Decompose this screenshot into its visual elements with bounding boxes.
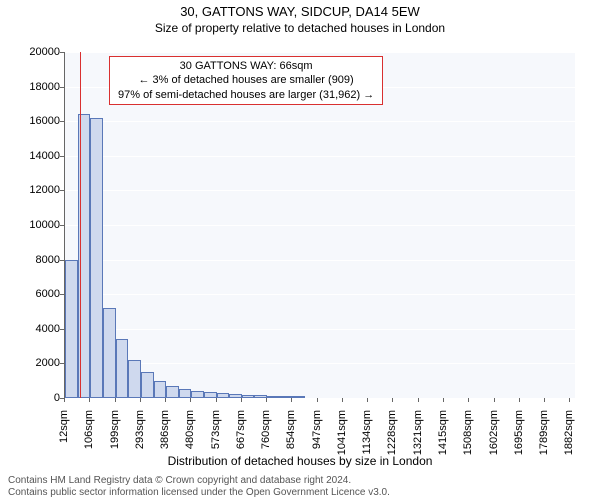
x-tick-label: 1134sqm bbox=[361, 410, 373, 460]
y-tick bbox=[60, 121, 64, 122]
histogram-bar bbox=[292, 396, 304, 398]
grid-line bbox=[65, 225, 575, 226]
x-tick-label: 1415sqm bbox=[437, 410, 449, 460]
y-tick bbox=[60, 363, 64, 364]
x-tick-label: 573sqm bbox=[210, 410, 222, 460]
histogram-bar bbox=[267, 396, 280, 398]
footer-line1: Contains HM Land Registry data © Crown c… bbox=[8, 475, 351, 486]
footer-line2: Contains public sector information licen… bbox=[8, 487, 390, 498]
y-tick bbox=[60, 294, 64, 295]
x-tick bbox=[241, 398, 242, 402]
annotation-line2: ← 3% of detached houses are smaller (909… bbox=[118, 73, 374, 87]
x-tick bbox=[64, 398, 65, 402]
x-tick-label: 1041sqm bbox=[336, 410, 348, 460]
x-tick-label: 854sqm bbox=[285, 410, 297, 460]
y-tick-label: 0 bbox=[10, 392, 60, 404]
x-tick-label: 293sqm bbox=[134, 410, 146, 460]
x-tick bbox=[140, 398, 141, 402]
y-tick bbox=[60, 190, 64, 191]
grid-line bbox=[65, 260, 575, 261]
grid-line bbox=[65, 52, 575, 53]
x-tick bbox=[291, 398, 292, 402]
page-title: 30, GATTONS WAY, SIDCUP, DA14 5EW bbox=[0, 0, 600, 19]
x-tick bbox=[519, 398, 520, 402]
y-tick bbox=[60, 52, 64, 53]
histogram-bar bbox=[116, 339, 129, 398]
y-tick-label: 18000 bbox=[10, 81, 60, 93]
x-tick bbox=[190, 398, 191, 402]
x-tick-label: 199sqm bbox=[109, 410, 121, 460]
x-tick-label: 480sqm bbox=[184, 410, 196, 460]
x-tick bbox=[216, 398, 217, 402]
y-tick-label: 8000 bbox=[10, 254, 60, 266]
y-tick-label: 12000 bbox=[10, 184, 60, 196]
x-tick-label: 1508sqm bbox=[462, 410, 474, 460]
x-tick-label: 12sqm bbox=[58, 410, 70, 460]
x-tick bbox=[494, 398, 495, 402]
x-tick-label: 760sqm bbox=[260, 410, 272, 460]
x-tick-label: 106sqm bbox=[83, 410, 95, 460]
grid-line bbox=[65, 156, 575, 157]
x-tick-label: 1602sqm bbox=[488, 410, 500, 460]
annotation-line3: 97% of semi-detached houses are larger (… bbox=[118, 88, 374, 102]
y-tick-label: 6000 bbox=[10, 288, 60, 300]
x-tick bbox=[266, 398, 267, 402]
x-tick-label: 1228sqm bbox=[386, 410, 398, 460]
y-tick-label: 16000 bbox=[10, 115, 60, 127]
x-tick-label: 1789sqm bbox=[538, 410, 550, 460]
y-tick-label: 2000 bbox=[10, 357, 60, 369]
y-tick-label: 4000 bbox=[10, 323, 60, 335]
x-tick bbox=[418, 398, 419, 402]
y-tick-label: 14000 bbox=[10, 150, 60, 162]
x-tick-label: 1882sqm bbox=[563, 410, 575, 460]
x-tick-label: 947sqm bbox=[311, 410, 323, 460]
x-tick bbox=[544, 398, 545, 402]
grid-line bbox=[65, 121, 575, 122]
y-tick bbox=[60, 260, 64, 261]
y-tick bbox=[60, 225, 64, 226]
y-tick bbox=[60, 156, 64, 157]
y-tick bbox=[60, 329, 64, 330]
y-tick bbox=[60, 87, 64, 88]
grid-line bbox=[65, 190, 575, 191]
histogram-bar bbox=[166, 386, 179, 398]
x-tick bbox=[443, 398, 444, 402]
x-tick-label: 1321sqm bbox=[412, 410, 424, 460]
x-tick bbox=[367, 398, 368, 402]
histogram-bar bbox=[65, 260, 78, 398]
histogram-bar bbox=[179, 389, 192, 399]
histogram-bar bbox=[191, 391, 204, 398]
x-tick bbox=[342, 398, 343, 402]
chart-plot-area: 30 GATTONS WAY: 66sqm ← 3% of detached h… bbox=[64, 52, 575, 399]
x-tick bbox=[115, 398, 116, 402]
x-tick bbox=[569, 398, 570, 402]
histogram-bar bbox=[217, 393, 230, 398]
grid-line bbox=[65, 398, 575, 399]
histogram-bar bbox=[90, 118, 103, 398]
x-tick bbox=[317, 398, 318, 402]
x-tick-label: 386sqm bbox=[159, 410, 171, 460]
y-tick-label: 20000 bbox=[10, 46, 60, 58]
histogram-bar bbox=[103, 308, 115, 398]
x-tick bbox=[468, 398, 469, 402]
grid-line bbox=[65, 294, 575, 295]
x-tick bbox=[392, 398, 393, 402]
grid-line bbox=[65, 329, 575, 330]
histogram-bar bbox=[154, 381, 166, 398]
annotation-line1: 30 GATTONS WAY: 66sqm bbox=[118, 59, 374, 73]
property-marker-line bbox=[80, 52, 81, 398]
histogram-bar bbox=[242, 395, 254, 398]
x-tick bbox=[89, 398, 90, 402]
y-tick-label: 10000 bbox=[10, 219, 60, 231]
grid-line bbox=[65, 363, 575, 364]
x-tick-label: 667sqm bbox=[235, 410, 247, 460]
page-subtitle: Size of property relative to detached ho… bbox=[0, 19, 600, 35]
histogram-bar bbox=[128, 360, 141, 398]
annotation-box: 30 GATTONS WAY: 66sqm ← 3% of detached h… bbox=[109, 56, 383, 105]
histogram-bar bbox=[141, 372, 154, 398]
x-tick bbox=[165, 398, 166, 402]
x-tick-label: 1695sqm bbox=[513, 410, 525, 460]
